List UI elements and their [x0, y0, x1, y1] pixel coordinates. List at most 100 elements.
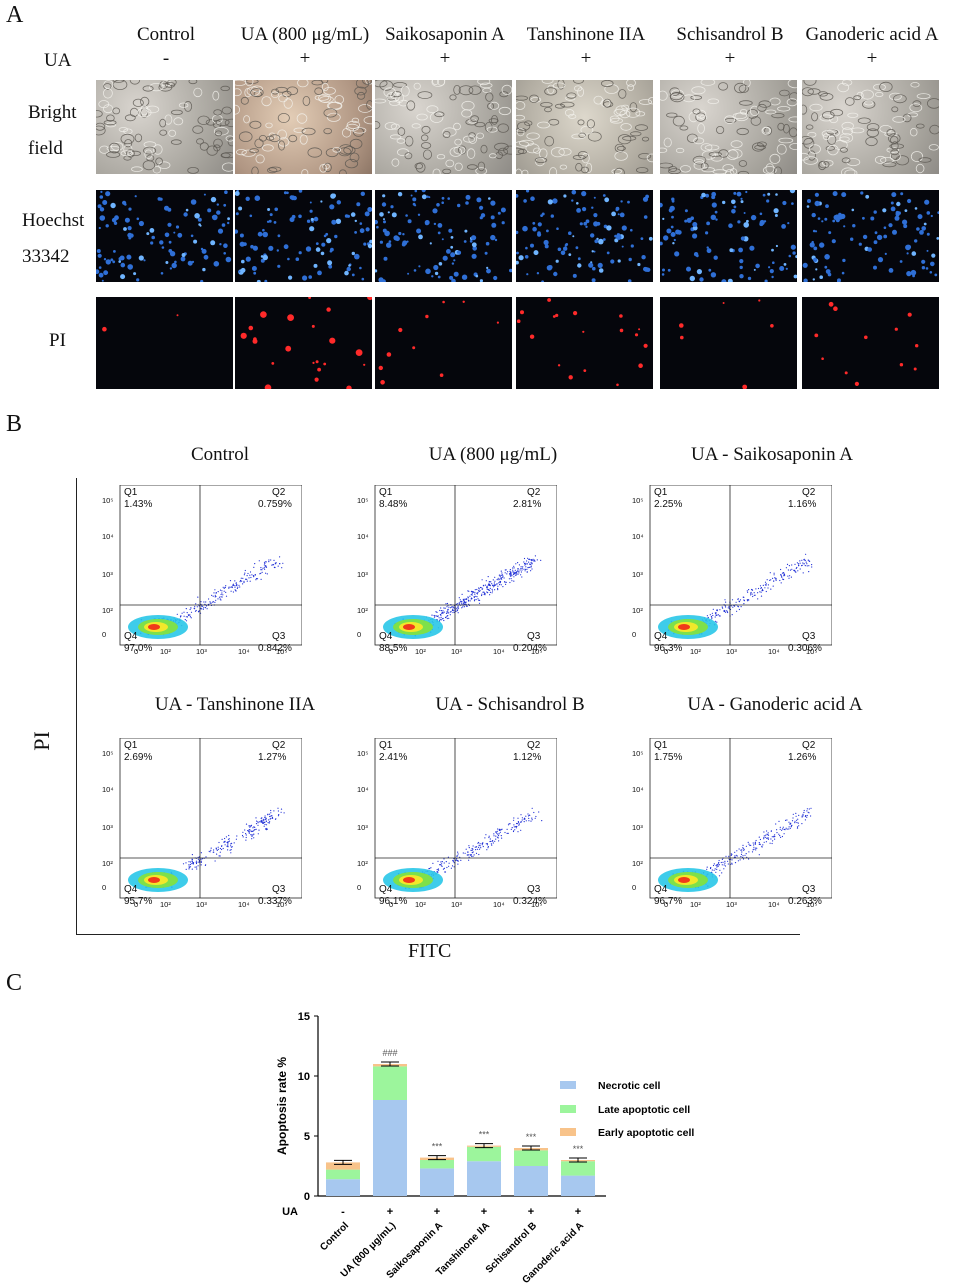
quadrant-label: Q3 — [527, 631, 541, 642]
quadrant-label: 2.25% — [654, 499, 683, 510]
y-tick-label: 10³ — [102, 823, 113, 832]
x-tick-label: 10⁴ — [768, 647, 780, 656]
hoechst-image — [235, 190, 372, 282]
y-tick-label: 0 — [102, 630, 107, 639]
x-tick-label: 0 — [664, 900, 669, 909]
quadrant-label: Q2 — [802, 740, 816, 751]
quadrant-label: Q2 — [272, 487, 286, 498]
column-header: Schisandrol B — [676, 24, 784, 45]
x-tick-label: 10⁴ — [493, 647, 505, 656]
x-tick-label: 10⁵ — [531, 647, 543, 656]
flow-y-bracket — [76, 478, 77, 934]
quadrant-label: Q4 — [654, 884, 668, 895]
y-tick-label: 10⁵ — [357, 496, 369, 505]
y-tick-label: 0 — [632, 630, 637, 639]
category-label: Control — [318, 1220, 351, 1253]
quadrant-label: 1.12% — [513, 752, 542, 763]
row-label-bright: Bright — [28, 102, 77, 123]
x-tick-label: 10³ — [726, 900, 737, 909]
quadrant-label: 2.81% — [513, 499, 542, 510]
y-tick-label: 0 — [357, 883, 362, 892]
quadrant-label: 97.0% — [124, 643, 153, 654]
quadrant-label: 2.69% — [124, 752, 153, 763]
legend-swatch — [560, 1081, 576, 1089]
column-header: Control — [136, 24, 196, 45]
bar-segment — [326, 1162, 360, 1170]
quadrant-label: 0.337% — [258, 896, 292, 907]
quadrant-label: Q3 — [802, 631, 816, 642]
y-tick-label: 10⁴ — [357, 532, 369, 541]
x-tick-label: 10³ — [196, 900, 207, 909]
hoechst-image — [96, 190, 233, 282]
y-tick-label: 10⁴ — [632, 785, 644, 794]
x-tick-label: 10³ — [451, 647, 462, 656]
bar-segment — [514, 1166, 548, 1196]
y-tick-label: 10² — [102, 606, 113, 615]
flow-plot-title: UA - Saikosaponin A — [690, 444, 854, 465]
quadrant-label: 88.5% — [379, 643, 408, 654]
y-tick-label: 10³ — [632, 823, 643, 832]
x-tick-label: 10⁴ — [238, 900, 250, 909]
quadrant-label: 96.1% — [379, 896, 408, 907]
ua-sign: - — [341, 1206, 345, 1218]
row-label-33342: 33342 — [22, 246, 70, 267]
y-tick-label: 10² — [102, 859, 113, 868]
pi-image — [802, 297, 939, 389]
quadrant-label: 1.26% — [788, 752, 817, 763]
bar-segment — [326, 1169, 360, 1180]
ua-sign: + — [580, 48, 592, 69]
quadrant-label: 0.842% — [258, 643, 292, 654]
column-header: Ganoderic acid A — [805, 24, 939, 45]
x-tick-label: 10⁵ — [531, 900, 543, 909]
column-header: Tanshinone IIA — [526, 24, 646, 45]
x-tick-label: 10⁵ — [806, 647, 818, 656]
x-tick-label: 10³ — [196, 647, 207, 656]
quadrant-label: 0.204% — [513, 643, 547, 654]
flow-plot-title: UA - Tanshinone IIA — [154, 694, 316, 715]
ua-sign: - — [162, 48, 170, 69]
ua-sign: + — [866, 48, 878, 69]
significance-label: ### — [382, 1048, 397, 1058]
significance-label: *** — [526, 1132, 537, 1142]
row-label-pi: PI — [49, 330, 66, 351]
y-tick-label: 0 — [357, 630, 362, 639]
flow-cytometry-plot: Q1 2.69% Q2 1.27% Q4 95.7% Q3 0.337% 10⁵ 10⁴ 10³ 10… — [102, 738, 302, 910]
pi-image — [660, 297, 797, 389]
bar-segment — [373, 1066, 407, 1100]
quadrant-label: Q1 — [124, 740, 138, 751]
quadrant-label: Q2 — [527, 740, 541, 751]
y-tick-label: 5 — [304, 1131, 310, 1143]
y-tick-label: 0 — [304, 1191, 310, 1203]
quadrant-label: Q3 — [802, 884, 816, 895]
quadrant-label: 0.306% — [788, 643, 822, 654]
legend-label: Necrotic cell — [598, 1080, 661, 1092]
quadrant-label: 1.27% — [258, 752, 287, 763]
flow-cytometry-plot: Q1 2.41% Q2 1.12% Q4 96.1% Q3 0.324% 10⁵ 10⁴ 10³ 10… — [357, 738, 557, 910]
flow-y-axis-label: PI — [28, 731, 54, 751]
quadrant-label: Q1 — [379, 487, 393, 498]
y-tick-label: 10⁵ — [632, 749, 644, 758]
quadrant-label: 1.75% — [654, 752, 683, 763]
x-tick-label: 10² — [415, 647, 426, 656]
ua-sign: + — [387, 1206, 393, 1218]
flow-plot-title: UA (800 μg/mL) — [428, 444, 558, 465]
quadrant-label: Q2 — [802, 487, 816, 498]
y-tick-label: 10⁵ — [102, 749, 114, 758]
x-tick-label: 10⁴ — [238, 647, 250, 656]
pi-image — [516, 297, 653, 389]
y-tick-label: 10 — [298, 1071, 310, 1083]
quadrant-label: Q2 — [272, 740, 286, 751]
flow-x-axis-label: FITC — [408, 940, 452, 962]
flow-cytometry-plot: Q1 1.75% Q2 1.26% Q4 96.7% Q3 0.263% 10⁵ 10⁴ 10³ 10… — [632, 738, 832, 910]
hoechst-image — [516, 190, 653, 282]
bar-segment — [373, 1100, 407, 1196]
quadrant-label: 8.48% — [379, 499, 408, 510]
y-tick-label: 10² — [632, 606, 643, 615]
y-tick-label: 10³ — [357, 823, 368, 832]
quadrant-label: 0.324% — [513, 896, 547, 907]
flow-x-bracket — [76, 934, 800, 935]
y-tick-label: 0 — [632, 883, 637, 892]
x-tick-label: 10² — [690, 647, 701, 656]
flow-cytometry-plot: Q1 1.43% Q2 0.759% Q4 97.0% Q3 0.842% 10⁵ 10⁴ 10³ 1… — [102, 485, 302, 657]
